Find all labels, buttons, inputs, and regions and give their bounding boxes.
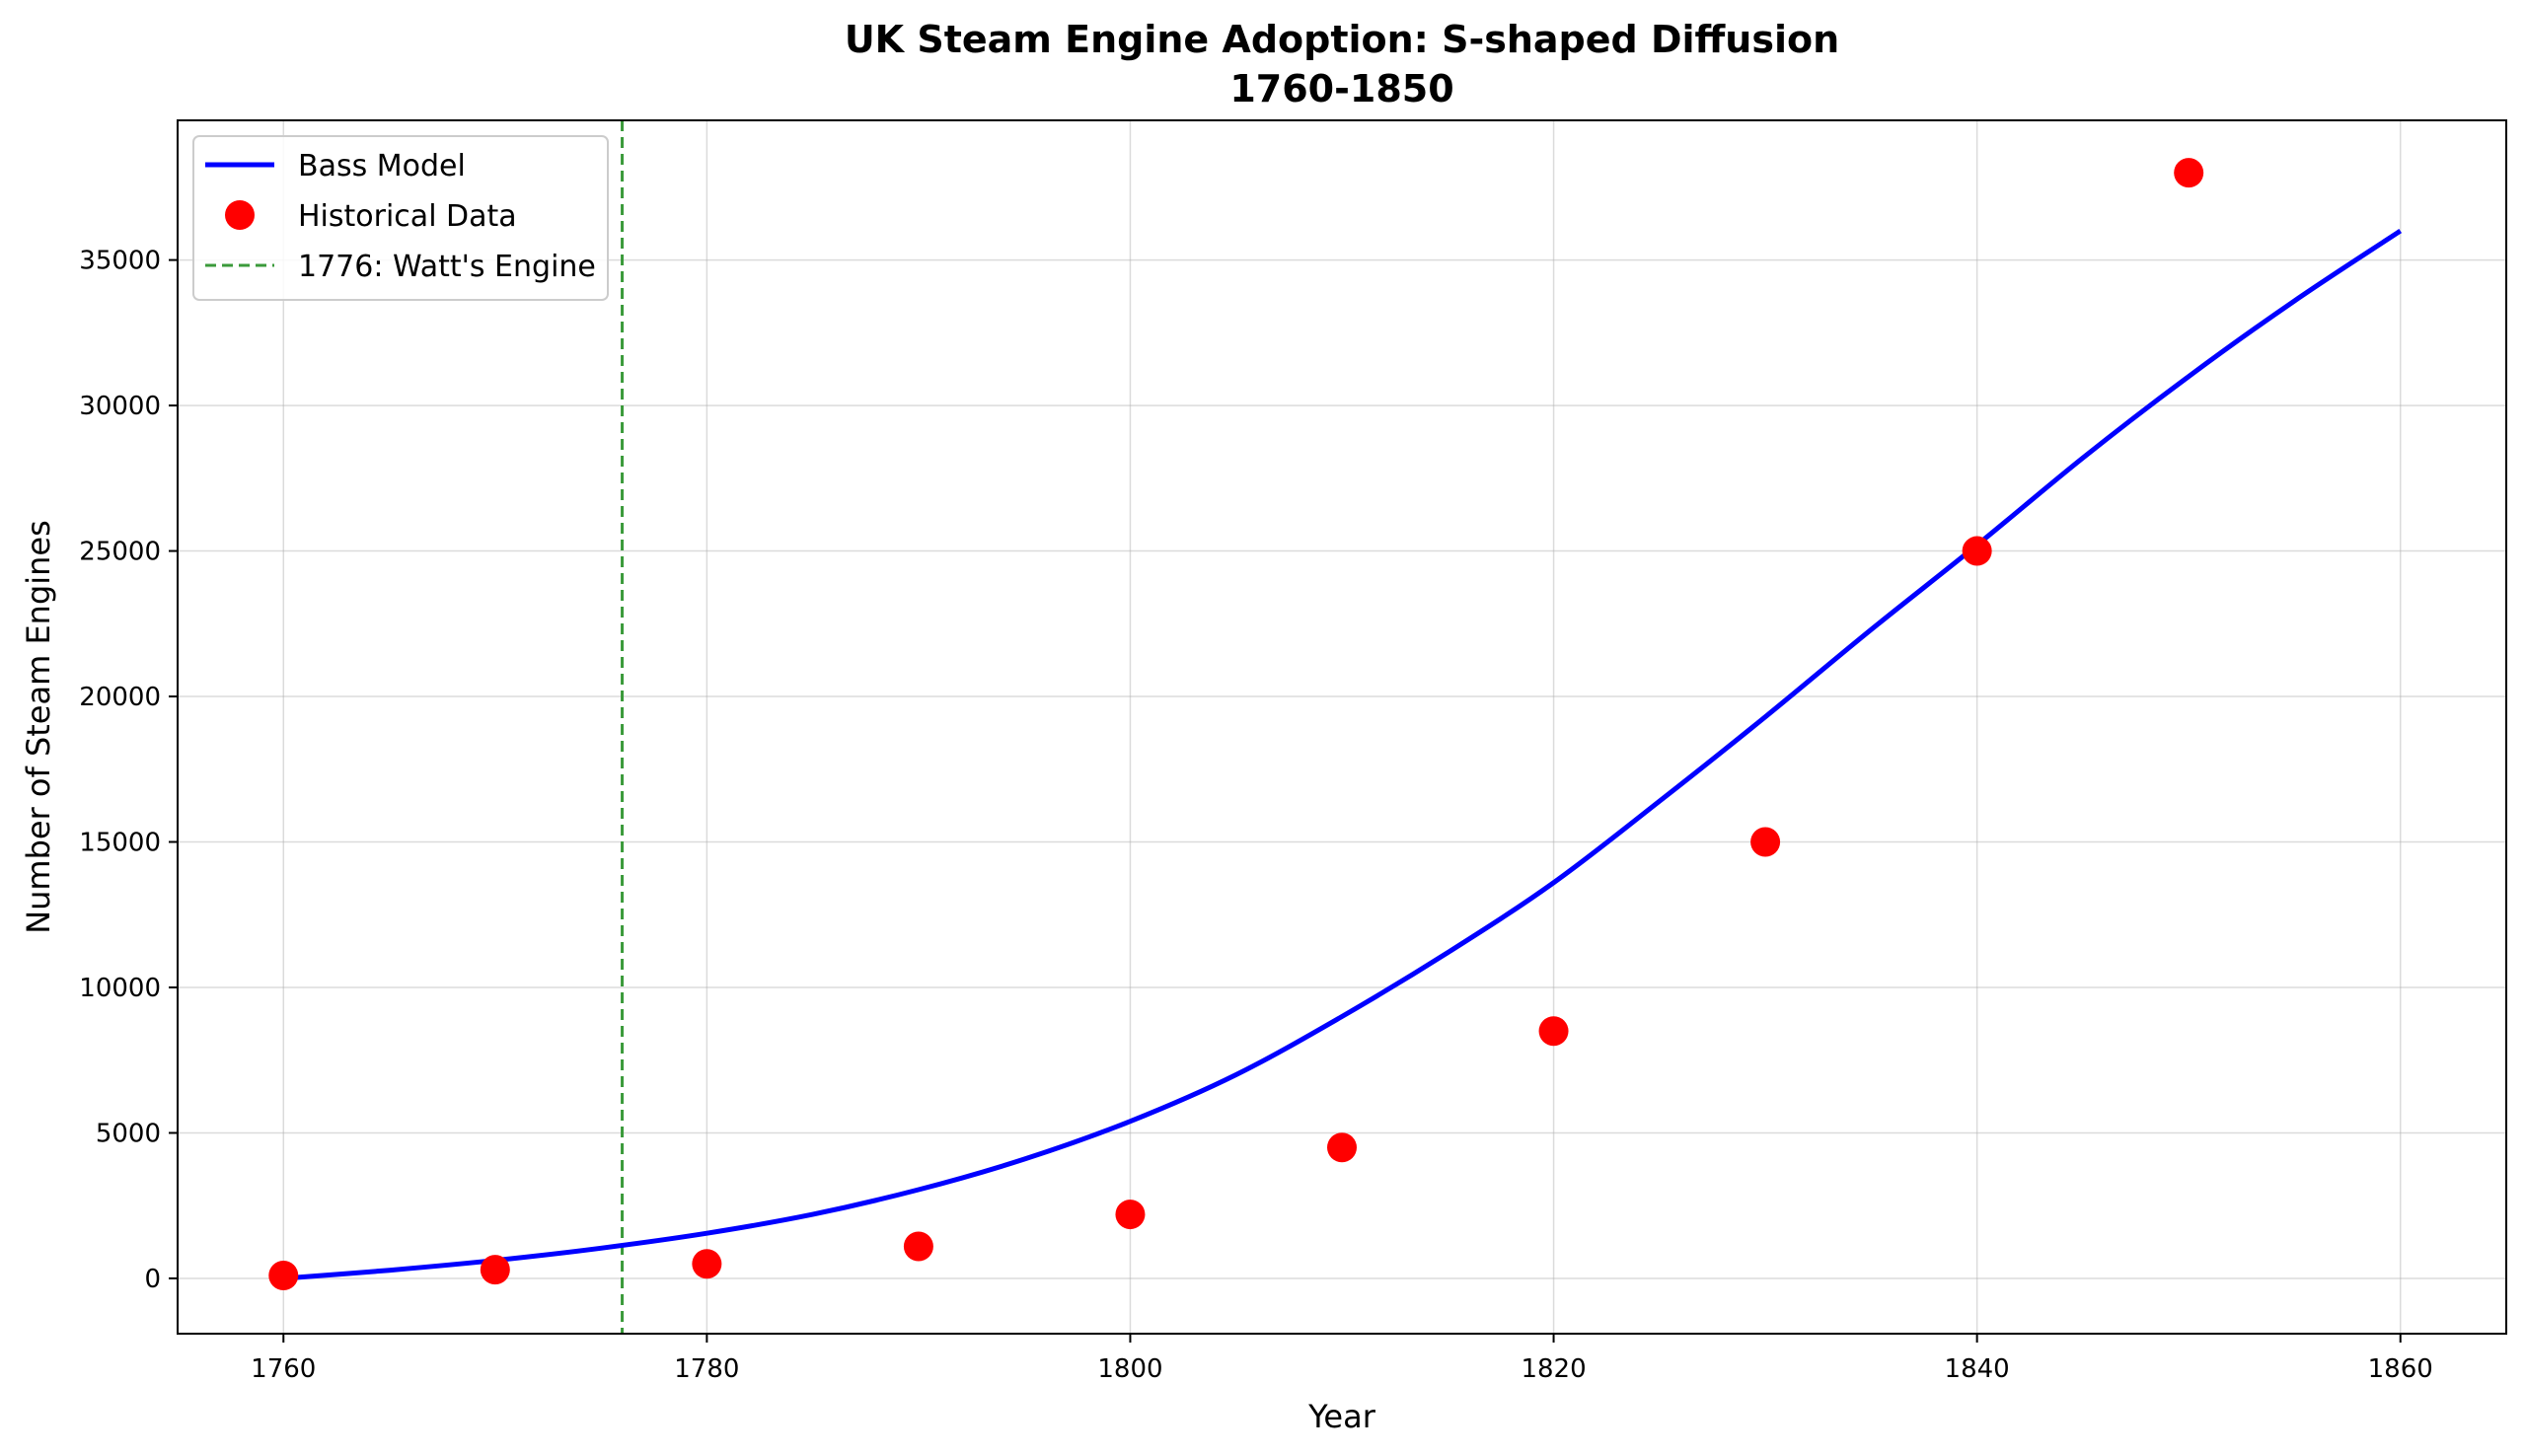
- y-axis-label: Number of Steam Engines: [20, 520, 57, 934]
- x-tick-label: 1760: [251, 1354, 316, 1384]
- y-tick-label: 0: [144, 1265, 161, 1294]
- historical-data-point: [1115, 1200, 1146, 1230]
- historical-data-point: [480, 1255, 510, 1285]
- historical-data-point: [2174, 158, 2204, 188]
- bass-model-line: [283, 229, 2403, 1281]
- x-axis-label: Year: [1307, 1398, 1376, 1435]
- historical-data-point: [1962, 536, 1992, 566]
- y-tick-label: 25000: [79, 538, 161, 567]
- historical-data-point: [903, 1231, 933, 1262]
- historical-data-point: [692, 1249, 722, 1279]
- y-axis: 0 5000 10000 15000 20000 25000 30000 35000: [79, 247, 178, 1294]
- y-tick-label: 15000: [79, 829, 161, 858]
- chart-title: UK Steam Engine Adoption: S-shaped Diffu…: [845, 18, 1839, 61]
- x-tick-label: 1840: [1945, 1354, 2010, 1384]
- y-tick-label: 35000: [79, 247, 161, 276]
- historical-data-point: [1327, 1132, 1357, 1163]
- grid: [178, 120, 2506, 1334]
- y-tick-label: 10000: [79, 974, 161, 1003]
- legend: Bass Model Historical Data 1776: Watt's …: [192, 135, 609, 301]
- historical-data-point: [268, 1261, 299, 1291]
- x-tick-label: 1800: [1097, 1354, 1162, 1384]
- historical-data-point: [1538, 1016, 1569, 1047]
- legend-label-historical-data: Historical Data: [298, 199, 517, 234]
- x-axis: 1760 1780 1800 1820 1840 1860: [251, 1334, 2433, 1384]
- historical-data-point: [1750, 827, 1781, 857]
- x-tick-label: 1820: [1521, 1354, 1586, 1384]
- y-tick-label: 5000: [96, 1119, 161, 1148]
- x-tick-label: 1860: [2368, 1354, 2433, 1384]
- y-tick-label: 30000: [79, 392, 161, 421]
- plot-area-frame: [177, 119, 2507, 1335]
- legend-label-bass-model: Bass Model: [298, 149, 466, 183]
- chart-subtitle: 1760-1850: [1229, 67, 1453, 110]
- series-layer: [268, 158, 2403, 1291]
- x-tick-label: 1780: [674, 1354, 739, 1384]
- legend-swatch-historical-data: [225, 200, 255, 230]
- legend-label-watt-engine: 1776: Watt's Engine: [298, 250, 596, 284]
- legend-box: [192, 135, 609, 301]
- y-tick-label: 20000: [79, 683, 161, 712]
